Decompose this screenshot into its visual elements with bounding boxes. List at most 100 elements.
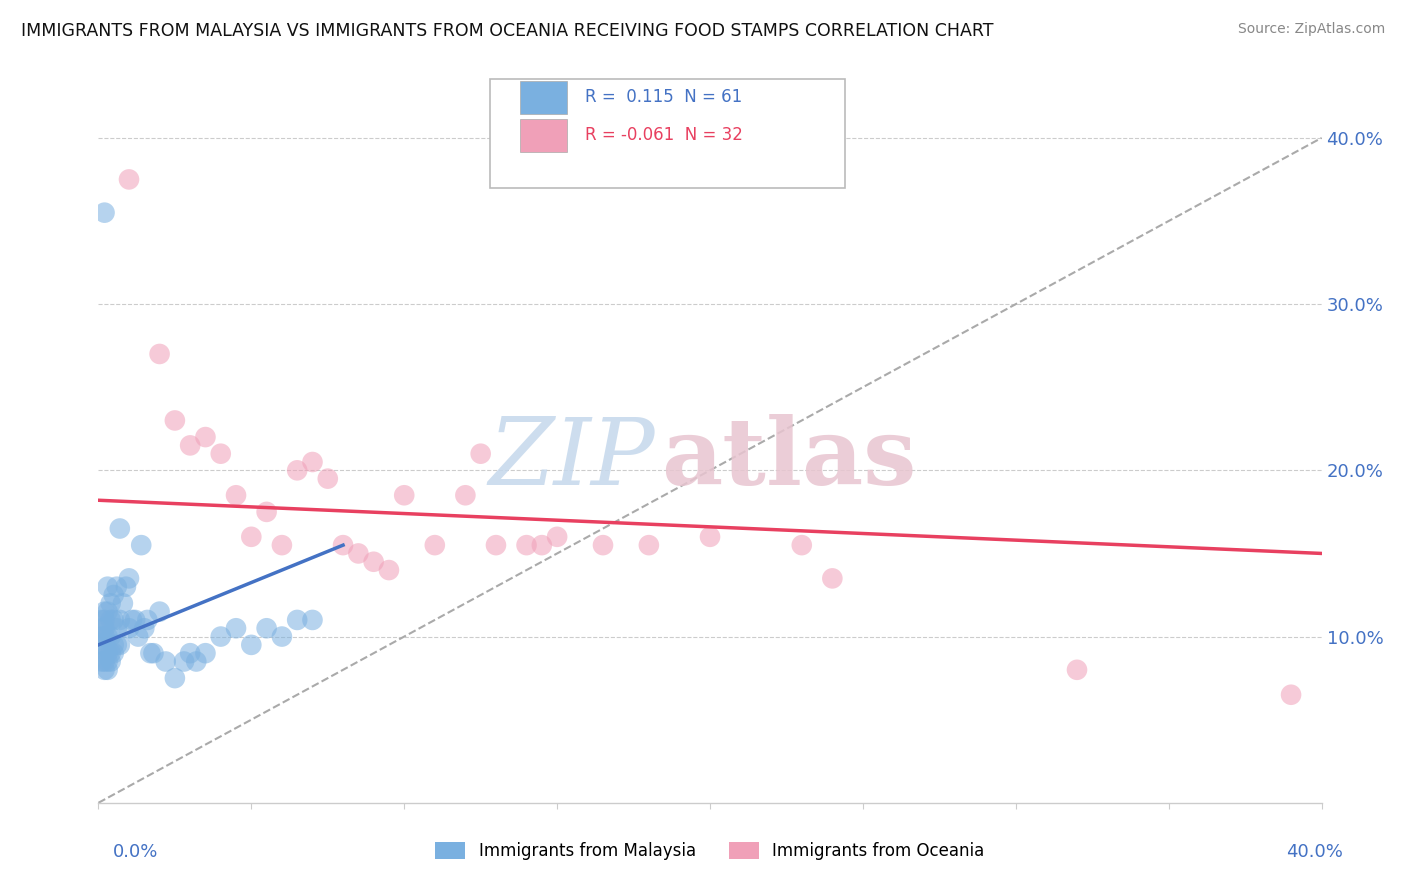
Point — [179, 438, 201, 452]
Point — [423, 538, 446, 552]
Point — [699, 530, 721, 544]
Point — [93, 638, 115, 652]
Text: 0.0%: 0.0% — [112, 843, 157, 861]
Point — [179, 646, 201, 660]
Point — [256, 505, 278, 519]
Point — [1066, 663, 1088, 677]
Point — [516, 538, 538, 552]
Point — [97, 655, 120, 669]
Text: IMMIGRANTS FROM MALAYSIA VS IMMIGRANTS FROM OCEANIA RECEIVING FOOD STAMPS CORREL: IMMIGRANTS FROM MALAYSIA VS IMMIGRANTS F… — [21, 22, 994, 40]
Point — [256, 621, 278, 635]
Point — [163, 671, 186, 685]
Point — [454, 488, 477, 502]
Point — [378, 563, 401, 577]
Point — [105, 621, 128, 635]
Point — [108, 613, 131, 627]
Point — [118, 172, 141, 186]
Point — [90, 613, 112, 627]
Point — [136, 613, 159, 627]
Point — [270, 630, 292, 644]
FancyBboxPatch shape — [489, 78, 845, 188]
Point — [209, 630, 232, 644]
Point — [97, 663, 120, 677]
Point — [270, 538, 292, 552]
Point — [100, 596, 122, 610]
Point — [155, 655, 177, 669]
Bar — [520, 119, 567, 152]
Point — [124, 613, 146, 627]
Point — [285, 613, 308, 627]
Point — [240, 530, 263, 544]
Bar — [520, 81, 567, 114]
Point — [127, 630, 149, 644]
Point — [470, 447, 492, 461]
Point — [103, 588, 125, 602]
Point — [93, 205, 115, 219]
Text: atlas: atlas — [661, 414, 917, 504]
Point — [225, 621, 247, 635]
Point — [186, 655, 208, 669]
Point — [142, 646, 165, 660]
Text: R =  0.115  N = 61: R = 0.115 N = 61 — [585, 88, 742, 106]
Point — [332, 538, 354, 552]
Point — [118, 621, 141, 635]
Point — [108, 638, 131, 652]
Point — [592, 538, 614, 552]
Point — [363, 555, 385, 569]
Point — [115, 580, 138, 594]
Point — [90, 630, 112, 644]
Point — [821, 571, 844, 585]
Point — [103, 638, 125, 652]
Point — [105, 580, 128, 594]
Point — [93, 613, 115, 627]
Point — [790, 538, 813, 552]
Point — [149, 605, 172, 619]
Point — [93, 605, 115, 619]
Point — [93, 655, 115, 669]
Point — [103, 613, 125, 627]
Point — [240, 638, 263, 652]
Point — [105, 638, 128, 652]
Point — [316, 472, 339, 486]
Point — [97, 630, 120, 644]
Point — [97, 605, 120, 619]
Point — [93, 621, 115, 635]
Point — [347, 546, 370, 560]
Point — [134, 621, 156, 635]
Point — [301, 613, 323, 627]
Text: R = -0.061  N = 32: R = -0.061 N = 32 — [585, 127, 744, 145]
Point — [93, 646, 115, 660]
Text: Source: ZipAtlas.com: Source: ZipAtlas.com — [1237, 22, 1385, 37]
Point — [163, 413, 186, 427]
Point — [194, 646, 217, 660]
Point — [108, 521, 131, 535]
Point — [173, 655, 195, 669]
Point — [100, 655, 122, 669]
Point — [530, 538, 553, 552]
Point — [149, 347, 172, 361]
Point — [1279, 688, 1302, 702]
Point — [301, 455, 323, 469]
Point — [100, 613, 122, 627]
Point — [90, 621, 112, 635]
Point — [103, 646, 125, 660]
Point — [93, 663, 115, 677]
Point — [111, 596, 134, 610]
Point — [90, 638, 112, 652]
Text: ZIP: ZIP — [488, 414, 655, 504]
Point — [637, 538, 661, 552]
Point — [118, 571, 141, 585]
Text: 40.0%: 40.0% — [1286, 843, 1343, 861]
Point — [100, 630, 122, 644]
Legend: Immigrants from Malaysia, Immigrants from Oceania: Immigrants from Malaysia, Immigrants fro… — [436, 842, 984, 860]
Point — [194, 430, 217, 444]
Point — [209, 447, 232, 461]
Point — [100, 646, 122, 660]
Point — [225, 488, 247, 502]
Point — [97, 646, 120, 660]
Point — [285, 463, 308, 477]
Point — [93, 630, 115, 644]
Point — [139, 646, 162, 660]
Point — [392, 488, 416, 502]
Point — [546, 530, 568, 544]
